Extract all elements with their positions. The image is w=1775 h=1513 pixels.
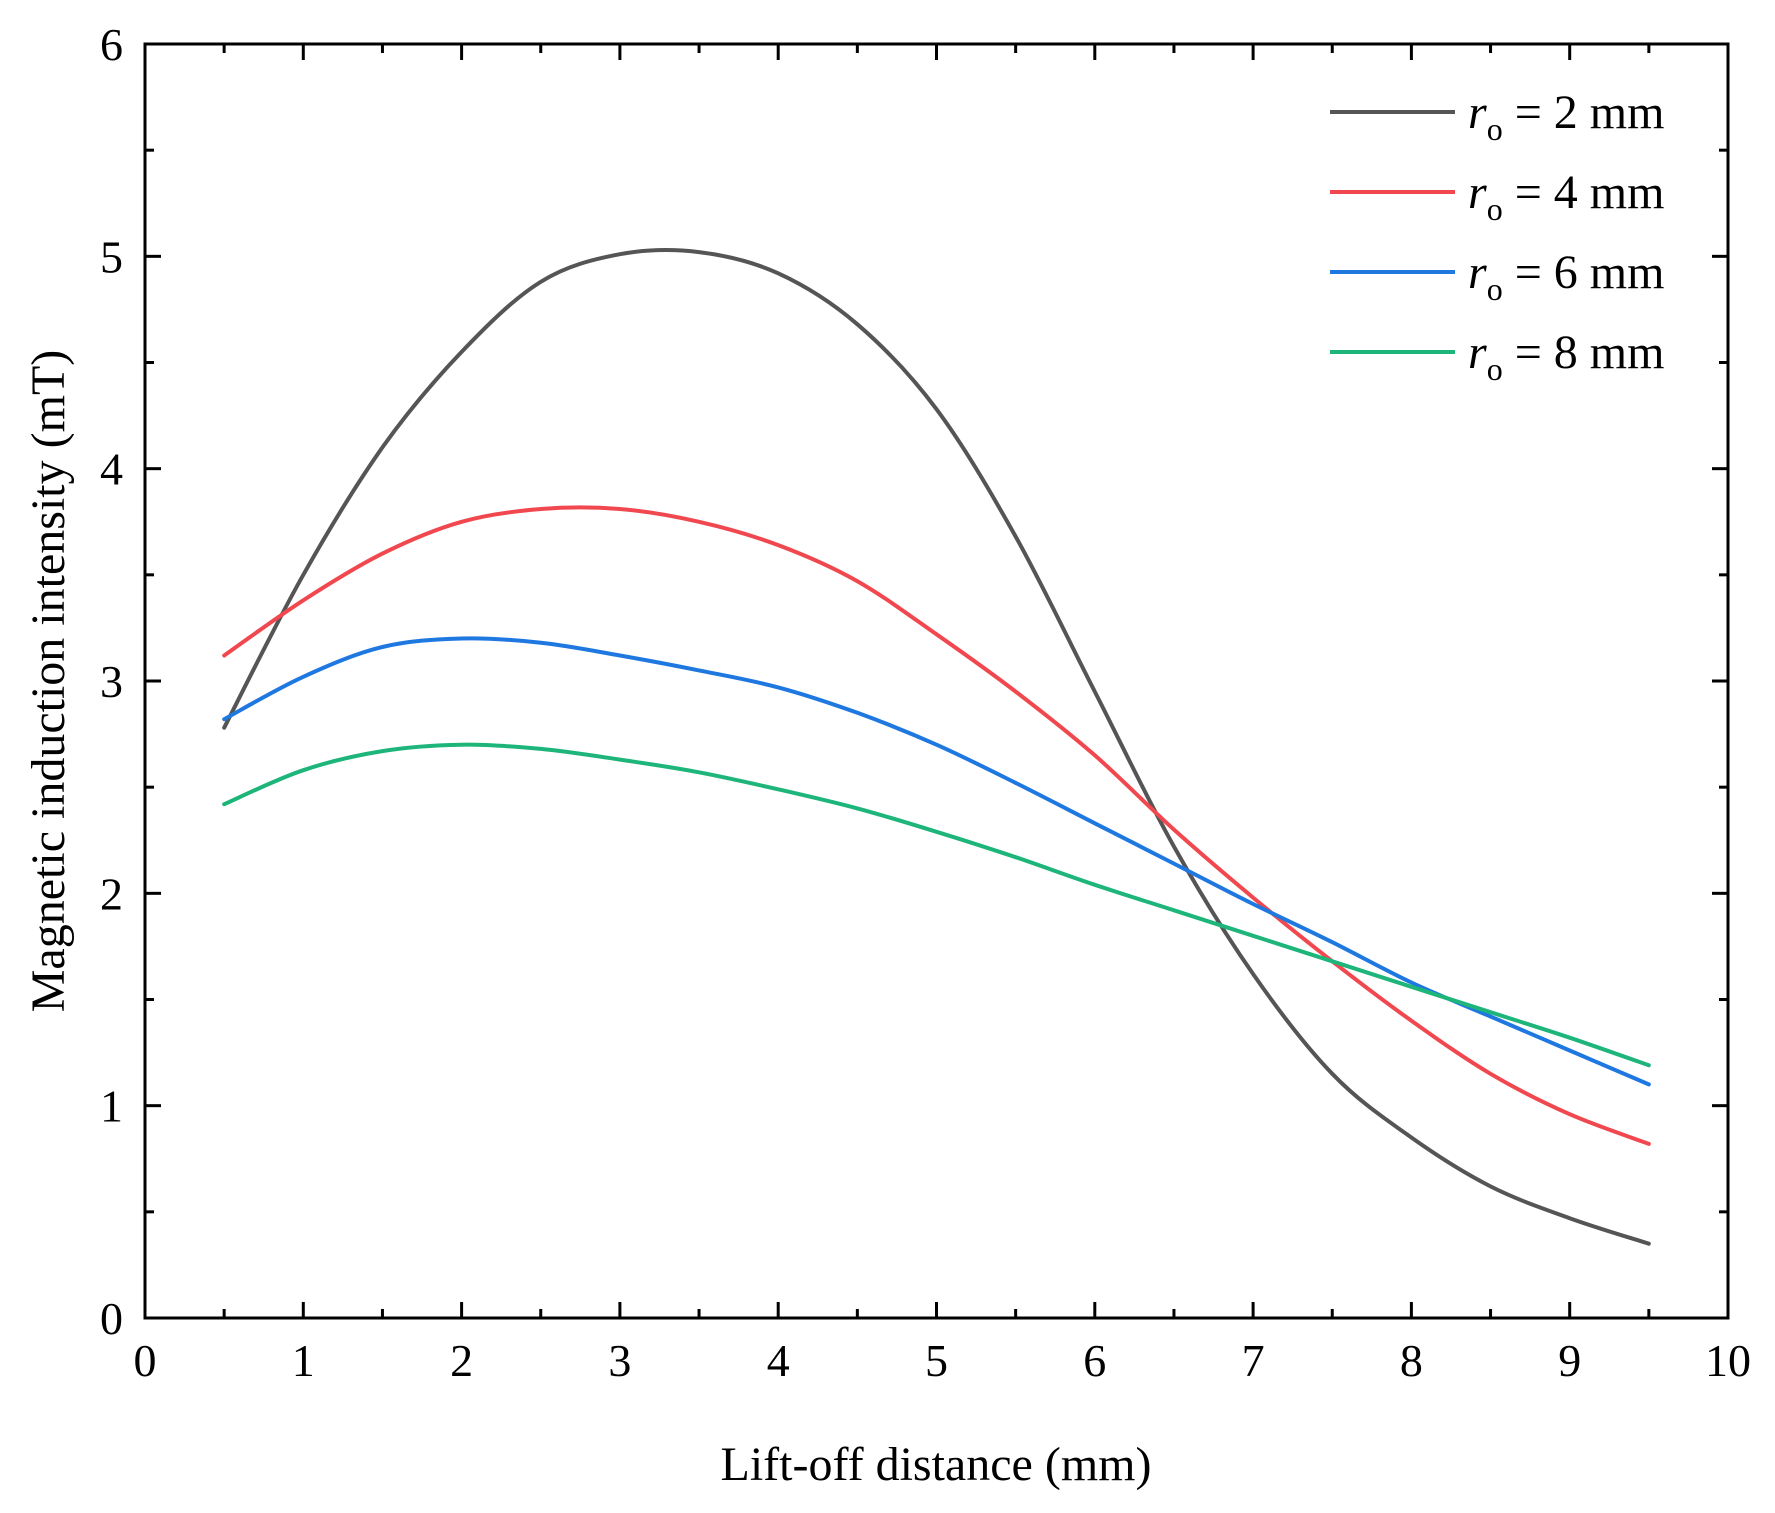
x-tick-label: 1 <box>292 1335 315 1386</box>
y-tick-label: 6 <box>100 19 123 70</box>
x-tick-label: 2 <box>450 1335 473 1386</box>
x-tick-label: 4 <box>767 1335 790 1386</box>
x-tick-label: 8 <box>1400 1335 1423 1386</box>
legend-label-2: ro = 4 mm <box>1468 166 1664 227</box>
x-tick-label: 5 <box>925 1335 948 1386</box>
y-axis-title: Magnetic induction intensity (mT) <box>22 350 75 1013</box>
legend-label-3: ro = 6 mm <box>1468 246 1664 307</box>
series-line-1 <box>222 248 1651 1246</box>
legend-label-1: ro = 2 mm <box>1468 86 1664 147</box>
plot-frame <box>143 42 1730 1320</box>
y-tick-label: 3 <box>100 656 123 707</box>
legend: ro = 2 mm ro = 4 mm ro = 6 mm ro = 8 mm <box>1330 86 1664 387</box>
series-line-3 <box>222 636 1651 1087</box>
x-axis-title: Lift-off distance (mm) <box>721 1438 1152 1491</box>
series-line-2 <box>222 505 1651 1146</box>
series-layer <box>222 248 1651 1246</box>
x-tick-labels: 0 1 2 3 4 5 6 7 8 9 10 <box>134 1335 1752 1386</box>
y-tick-label: 1 <box>100 1081 123 1132</box>
x-tick-label: 6 <box>1083 1335 1106 1386</box>
x-tick-label: 10 <box>1705 1335 1751 1386</box>
y-tick-label: 0 <box>100 1293 123 1344</box>
y-tick-label: 5 <box>100 231 123 282</box>
x-tick-label: 9 <box>1558 1335 1581 1386</box>
legend-label-4: ro = 8 mm <box>1468 326 1664 387</box>
x-tick-label: 7 <box>1242 1335 1265 1386</box>
y-tick-labels: 0 1 2 3 4 5 6 <box>100 19 123 1344</box>
series-line-4 <box>222 742 1651 1068</box>
x-tick-label: 3 <box>608 1335 631 1386</box>
x-tick-label: 0 <box>134 1335 157 1386</box>
y-tick-label: 4 <box>100 444 123 495</box>
y-tick-label: 2 <box>100 868 123 919</box>
